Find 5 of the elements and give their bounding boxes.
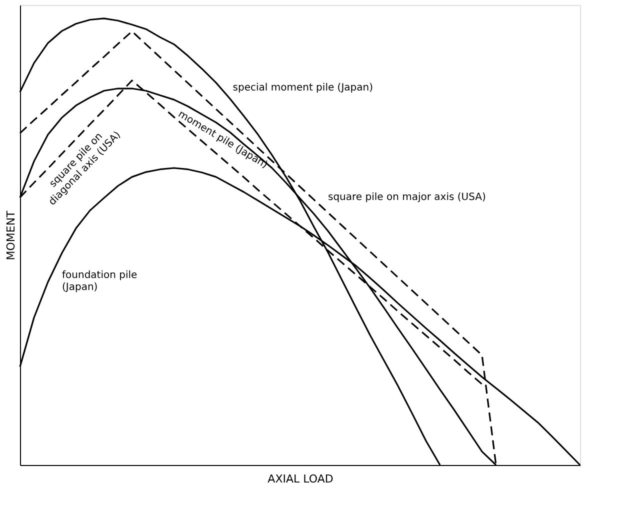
x-axis-title: AXIAL LOAD	[268, 472, 334, 486]
series-label: square pile on major axis (USA)	[328, 192, 486, 204]
series-label: special moment pile (Japan)	[232, 82, 374, 94]
series-label: foundation pile (Japan)	[62, 270, 138, 294]
y-axis-title: MOMENT	[4, 210, 18, 260]
